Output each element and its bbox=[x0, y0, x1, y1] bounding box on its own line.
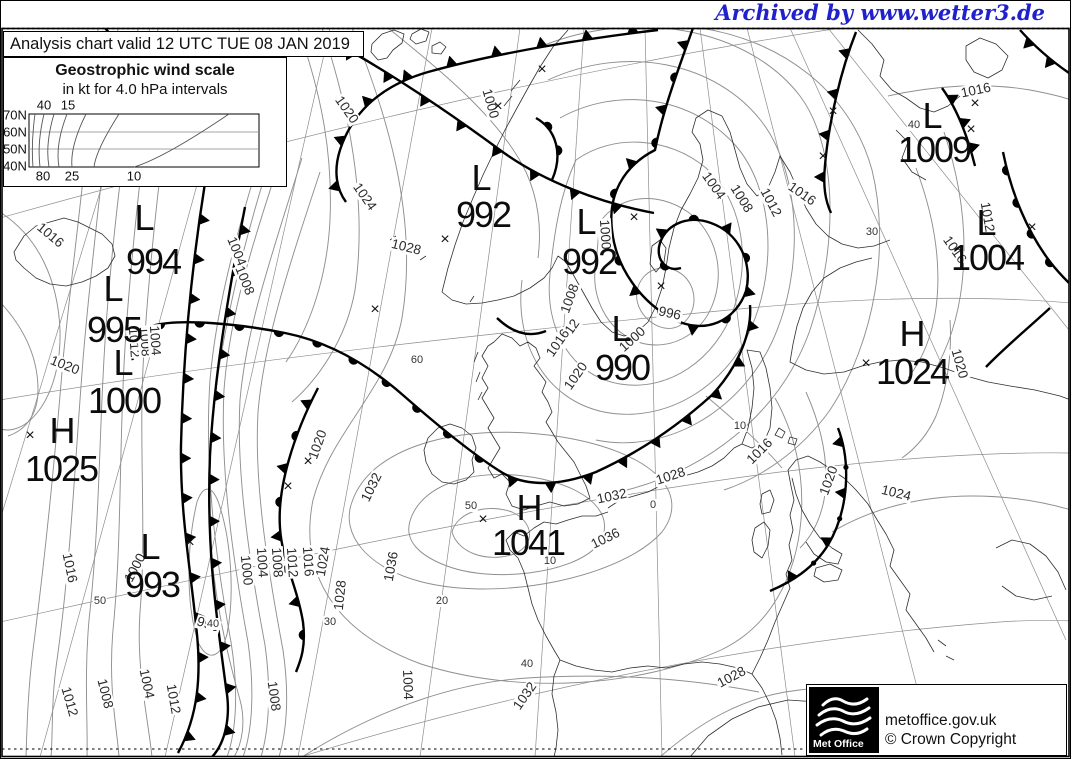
graticule-label: 50 bbox=[463, 500, 479, 512]
center-cross-mark: × bbox=[25, 427, 35, 444]
metoffice-logo-label: Met Office bbox=[813, 738, 864, 750]
pressure-letter: L bbox=[922, 95, 942, 136]
front-cross-mark: × bbox=[440, 231, 450, 248]
pressure-value: 1025 bbox=[24, 448, 99, 489]
pressure-letter: L bbox=[113, 342, 133, 383]
analysis-title: Analysis chart valid 12 UTC TUE 08 JAN 2… bbox=[10, 34, 350, 53]
pressure-value: 1009 bbox=[897, 129, 972, 170]
front-cross-mark: × bbox=[966, 121, 976, 138]
pressure-letter: L bbox=[103, 268, 123, 309]
analysis-title-box: Analysis chart valid 12 UTC TUE 08 JAN 2… bbox=[3, 31, 364, 57]
center-cross-mark: × bbox=[1027, 219, 1037, 236]
center-cross-mark: × bbox=[861, 355, 871, 372]
wind-scale-lat-label: 40N bbox=[3, 158, 27, 174]
pressure-letter: H bbox=[516, 487, 543, 528]
front-cross-mark: × bbox=[370, 301, 380, 318]
pressure-letter: L bbox=[471, 157, 491, 198]
isobar-label: 1004 bbox=[399, 668, 416, 701]
front-cross-mark: × bbox=[303, 453, 313, 470]
pressure-letter: L bbox=[611, 308, 631, 349]
isobar-label: 1004 bbox=[146, 324, 164, 357]
center-cross-mark: × bbox=[185, 534, 195, 551]
pressure-letter: L bbox=[576, 201, 596, 242]
archive-banner: Archived by www.wetter3.de bbox=[0, 0, 1045, 27]
graticule-label: 40 bbox=[205, 618, 221, 630]
pressure-value: 992 bbox=[561, 241, 618, 282]
center-cross-mark: × bbox=[493, 98, 503, 115]
wind-scale-bottom-label: 80 bbox=[35, 168, 51, 184]
metoffice-waves-icon bbox=[815, 697, 872, 737]
wind-scale-title: Geostrophic wind scale bbox=[55, 62, 235, 79]
graticule-label: 20 bbox=[434, 595, 450, 607]
wind-scale-bottom-label: 25 bbox=[64, 168, 80, 184]
graticule-label: 30 bbox=[864, 226, 880, 238]
pressure-letter: H bbox=[899, 313, 926, 354]
wind-scale-subtitle: in kt for 4.0 hPa intervals bbox=[62, 81, 228, 98]
graticule-label: 10 bbox=[542, 555, 558, 567]
graticule-label: 30 bbox=[322, 616, 338, 628]
center-cross-mark: × bbox=[656, 278, 666, 295]
graticule-label: 40 bbox=[906, 119, 922, 131]
isobar-label: 1004 bbox=[253, 546, 271, 579]
pressure-value: 992 bbox=[455, 194, 512, 235]
pressure-letter: L bbox=[976, 202, 996, 243]
pressure-value: 1041 bbox=[491, 522, 566, 563]
wind-scale-bottom-label: 10 bbox=[126, 168, 142, 184]
pressure-letter: H bbox=[49, 410, 76, 451]
wind-scale-top-label: 40 bbox=[36, 97, 52, 113]
wind-scale-lat-label: 70N bbox=[3, 107, 27, 123]
crown-copyright: © Crown Copyright bbox=[885, 731, 1017, 748]
wind-scale-top-label: 15 bbox=[60, 97, 76, 113]
wind-scale-box: Geostrophic wind scale in kt for 4.0 hPa… bbox=[3, 57, 287, 187]
center-cross-mark: × bbox=[478, 511, 488, 528]
metoffice-url: metoffice.gov.uk bbox=[885, 712, 997, 729]
front-cross-mark: × bbox=[828, 103, 838, 120]
pressure-value: 993 bbox=[124, 564, 181, 605]
isobar-label: 1012 bbox=[283, 546, 301, 579]
front-cross-mark: × bbox=[970, 95, 980, 112]
pressure-value: 1004 bbox=[950, 237, 1025, 278]
graticule-label: 40 bbox=[519, 658, 535, 670]
center-cross-mark: × bbox=[629, 209, 639, 226]
graticule-label: 10 bbox=[732, 420, 748, 432]
pressure-letter: L bbox=[134, 197, 154, 238]
pressure-value: 1000 bbox=[87, 380, 162, 421]
isobar-label: 1008 bbox=[268, 546, 286, 579]
front-cross-mark: × bbox=[818, 148, 828, 165]
wind-scale-lat-label: 60N bbox=[3, 124, 27, 140]
pressure-value: 990 bbox=[594, 347, 651, 388]
metoffice-credit-box: Met Office metoffice.gov.uk © Crown Copy… bbox=[806, 684, 1067, 756]
pressure-letter: L bbox=[140, 526, 160, 567]
isobar-label: 1000 bbox=[237, 553, 256, 587]
graticule-label: 50 bbox=[92, 595, 108, 607]
wind-scale-diagram bbox=[28, 113, 260, 168]
front-cross-mark: × bbox=[283, 478, 293, 495]
metoffice-logo: Met Office bbox=[809, 687, 879, 753]
pressure-value: 995 bbox=[86, 309, 143, 350]
archive-banner-text: Archived by www.wetter3.de bbox=[715, 0, 1045, 25]
wind-scale-lat-label: 50N bbox=[3, 141, 27, 157]
graticule-label: 60 bbox=[409, 354, 425, 366]
front-cross-mark: × bbox=[537, 61, 547, 78]
pressure-value: 994 bbox=[125, 241, 182, 282]
pressure-value: 1024 bbox=[875, 351, 950, 392]
graticule-label: 0 bbox=[648, 499, 658, 511]
